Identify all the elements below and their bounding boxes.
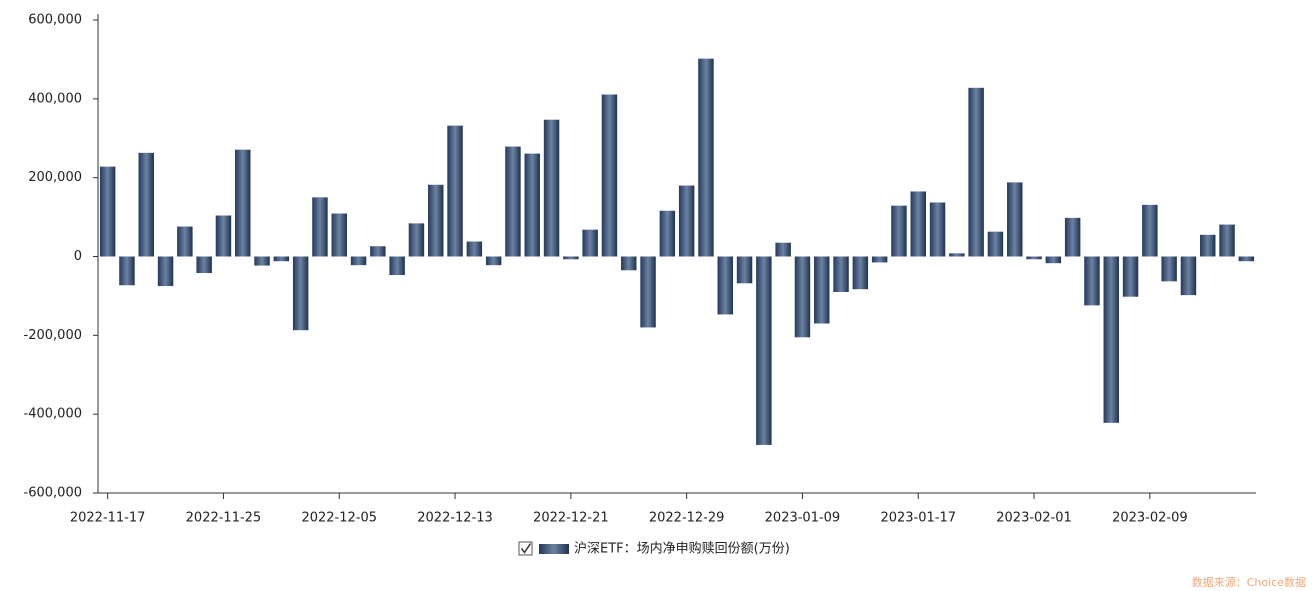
- bar: [350, 256, 367, 266]
- y-tick-label: 200,000: [28, 170, 82, 185]
- legend: 沪深ETF：场内净申购赎回份额(万份): [518, 541, 790, 557]
- bar: [292, 256, 309, 331]
- y-tick-label: -400,000: [24, 407, 82, 422]
- bar: [891, 205, 907, 257]
- y-tick-label: 400,000: [28, 91, 82, 106]
- bar: [640, 256, 656, 328]
- bar: [408, 223, 425, 257]
- bar: [389, 256, 405, 276]
- bar: [717, 256, 733, 315]
- bar: [814, 256, 830, 324]
- bar: [1200, 234, 1216, 257]
- check-mark: [520, 543, 532, 554]
- x-tick-label: 2023-01-17: [880, 511, 956, 526]
- bar: [833, 256, 849, 292]
- bar: [1142, 204, 1158, 257]
- bar: [1084, 256, 1100, 306]
- bar: [235, 149, 251, 257]
- bar: [1103, 256, 1119, 423]
- bar: [929, 202, 946, 257]
- bar: [775, 242, 791, 257]
- x-tick-label: 2022-12-13: [417, 511, 493, 526]
- bar: [968, 87, 984, 257]
- bar: [871, 256, 888, 263]
- x-tick-label: 2023-02-09: [1112, 511, 1188, 526]
- bar: [1064, 217, 1081, 257]
- bar: [987, 231, 1004, 257]
- bar: [543, 119, 560, 257]
- bar: [582, 229, 598, 257]
- bar: [1161, 256, 1177, 282]
- bar: [794, 256, 811, 338]
- bar: [756, 256, 772, 445]
- bar: [312, 197, 328, 257]
- y-tick-label: -200,000: [24, 328, 82, 343]
- bar: [273, 256, 290, 262]
- x-tick-label: 2022-12-21: [533, 511, 609, 526]
- bar: [1238, 256, 1255, 262]
- bar: [254, 256, 270, 266]
- y-tick-label: -600,000: [24, 486, 82, 501]
- bar: [736, 256, 753, 284]
- bar: [1219, 224, 1235, 257]
- bar: [177, 226, 193, 257]
- y-tick-label: 0: [74, 249, 82, 264]
- bar: [485, 256, 502, 266]
- bar: [466, 241, 483, 257]
- source-note: 数据来源：Choice数据: [1192, 575, 1306, 589]
- bar: [505, 146, 521, 257]
- bar: [1026, 256, 1042, 260]
- bar: [1122, 256, 1139, 297]
- bar: [698, 58, 714, 257]
- bar: [138, 152, 154, 257]
- bar: [215, 215, 232, 257]
- x-tick-label: 2022-12-05: [301, 511, 377, 526]
- legend-label: 沪深ETF：场内净申购赎回份额(万份): [574, 541, 790, 557]
- bar: [447, 125, 463, 257]
- bar: [601, 94, 618, 257]
- x-tick-label: 2022-11-25: [186, 511, 262, 526]
- bar: [563, 256, 579, 260]
- bar: [852, 256, 869, 290]
- bar: [678, 185, 695, 257]
- x-tick-label: 2023-02-01: [996, 511, 1072, 526]
- bar: [1045, 256, 1062, 264]
- bar: [910, 191, 926, 257]
- bar: [1180, 256, 1197, 296]
- bar: [196, 256, 212, 274]
- bar: [331, 213, 347, 257]
- y-tick-label: 600,000: [28, 13, 82, 28]
- bar: [621, 256, 637, 271]
- x-tick-label: 2022-11-17: [70, 511, 146, 526]
- bar: [524, 153, 540, 257]
- bar: [157, 256, 174, 287]
- x-tick-label: 2022-12-29: [649, 511, 725, 526]
- legend-swatch: [539, 544, 569, 554]
- bar: [949, 253, 965, 257]
- bar: [99, 166, 116, 257]
- bar: [1007, 182, 1023, 257]
- x-tick-label: 2023-01-09: [765, 511, 841, 526]
- bar: [659, 210, 676, 257]
- bar: [428, 184, 444, 257]
- bar: [370, 246, 386, 257]
- bar: [119, 256, 135, 286]
